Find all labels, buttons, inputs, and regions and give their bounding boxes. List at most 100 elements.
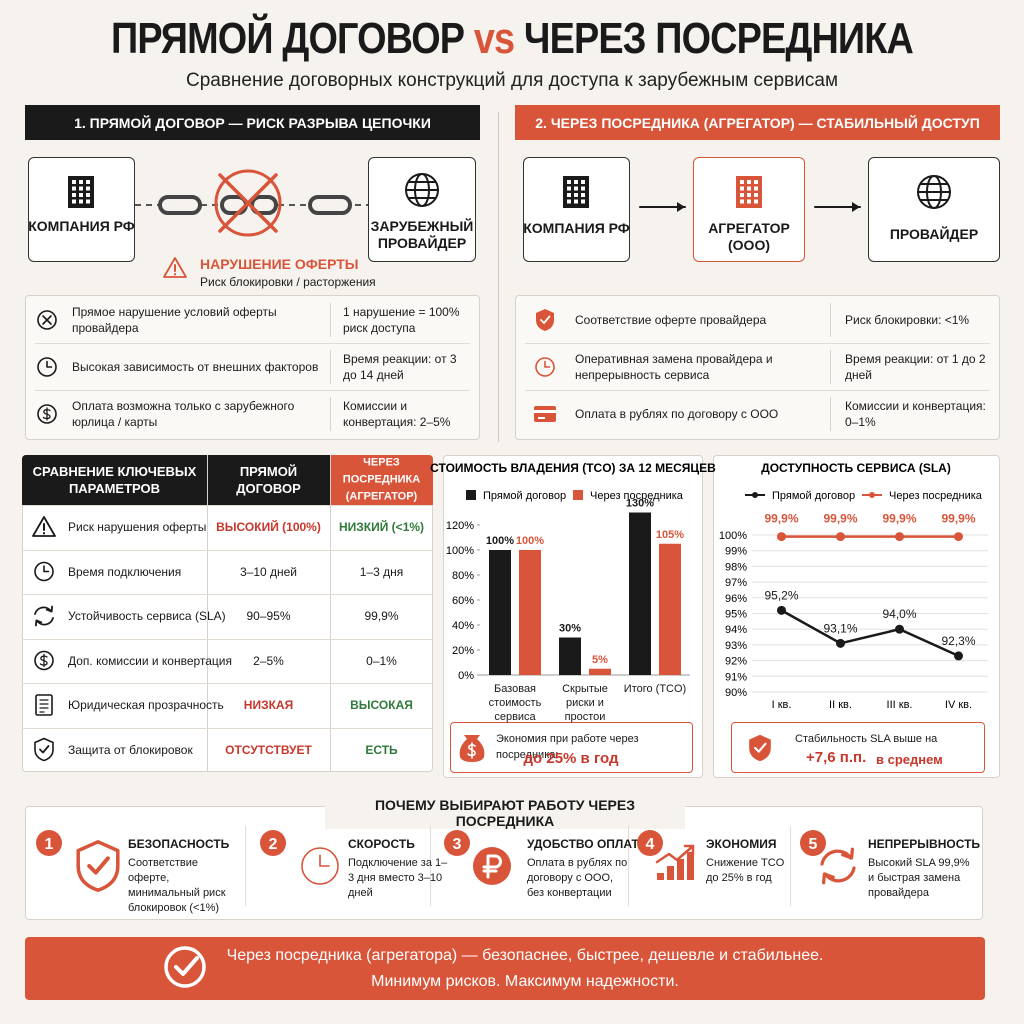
item-text: Прямое нарушение условий оферты провайде… [72,305,277,335]
row-divider [35,390,470,391]
node-label: КОМПАНИЯ РФ [28,218,135,234]
x-tick-label: Скрытые риски и простои [562,683,608,723]
right-items-panel [515,295,1000,440]
reason-text: Снижение TCO до 25% в год [706,857,785,884]
table-header-cell: ЧЕРЕЗ ПОСРЕДНИКА (АГРЕГАТОР) [342,456,421,503]
tco-note-text: Экономия при работе через посредника: [496,733,639,761]
row-divider [22,727,433,729]
row-divider [22,505,433,506]
item-metric: Время реакции: от 1 до 2 дней [845,352,986,382]
table-cell: ВЫСОКАЯ [350,698,413,712]
sla-note-text: Стабильность SLA выше на [795,733,938,745]
item-text: Оплата возможна только с зарубежного юрл… [72,399,295,429]
col-divider [330,303,331,337]
sla-note-value: +7,6 п.п. [806,749,867,766]
left-heading: 1. ПРЯМОЙ ДОГОВОР — РИСК РАЗРЫВА ЦЕПОЧКИ [25,105,480,140]
col-divider [790,826,791,906]
right-heading: 2. ЧЕРЕЗ ПОСРЕДНИКА (АГРЕГАТОР) — СТАБИЛ… [515,105,1000,140]
table-cell: Риск нарушения оферты [68,520,207,534]
node-box [693,157,805,262]
item-text: Оплата в рублях по договору с ООО [575,407,779,421]
reason-title: НЕПРЕРЫВНОСТЬ [868,837,981,851]
col-divider [330,350,331,384]
title-part: ЧЕРЕЗ ПОСРЕДНИКА [523,14,914,63]
node-label: ЗАРУБЕЖНЫЙ ПРОВАЙДЕР [370,218,474,251]
table-cell: Доп. комиссии и конвертация [68,653,233,668]
col-divider [830,397,831,431]
footer-line: Через посредника (агрегатора) — безопасн… [226,947,824,964]
table-cell: ВЫСОКИЙ (100%) [216,520,321,534]
reason-text: Подключение за 1–3 дня вместо 3–10 дней [348,857,448,899]
item-metric: Комиссии и конвертация: 0–1% [845,399,986,429]
node-box [28,157,135,262]
item-metric: Время реакции: от 3 до 14 дней [343,352,457,382]
warning-text: Риск блокировки / расторжения [200,275,376,289]
reason-text: Оплата в рублях по договору с ООО, без к… [527,857,628,899]
table-cell: 0–1% [366,653,397,668]
table-head [330,455,433,505]
table-cell: Юридическая прозрачность [68,698,224,712]
table-cell: 90–95% [246,609,291,623]
sla-note-suffix: в среднем [876,752,943,767]
reason-title: СКОРОСТЬ [348,837,415,851]
node-box [523,157,630,262]
table-cell: ЕСТЬ [365,742,398,757]
reason-title: УДОБСТВО ОПЛАТЫ [527,837,651,851]
left-items-panel [25,295,480,440]
item-text: Высокая зависимость от внешних факторов [72,360,319,374]
row-divider [22,638,433,640]
col-divider [330,397,331,431]
footer-line: Минимум рисков. Максимум надежности. [371,973,679,990]
node-label: АГРЕГАТОР (ООО) [708,220,790,253]
reason-text: Соответствие оферте, минимальный риск бл… [128,857,226,914]
col-divider [330,455,331,772]
chain-link [250,195,278,215]
tco-note-value: до 25% в год [523,750,619,767]
divider [498,112,499,442]
item-metric: 1 нарушение = 100% риск доступа [343,305,460,335]
table-cell: Время подключения [68,564,182,579]
table-header-cell: ПРЯМОЙ ДОГОВОР [236,464,301,496]
col-divider [430,826,431,906]
reasons-title: ПОЧЕМУ ВЫБИРАЮТ РАБОТУ ЧЕРЕЗ ПОСРЕДНИКА [325,797,685,829]
chain-link [158,195,202,215]
row-divider [35,343,470,344]
table-head [22,455,330,505]
table-cell: 1–3 дня [359,564,404,579]
row-divider [525,343,990,344]
title-vs: vs [473,14,515,63]
break-mark [214,169,282,237]
chain-link [308,195,352,215]
x-tick-label: Итого (TCO) [623,683,687,695]
item-text: Оперативная замена провайдера и непрерыв… [575,352,773,382]
table-panel [22,455,433,772]
item-metric: Риск блокировки: <1% [845,313,970,327]
table-cell: 3–10 дней [239,564,298,579]
warning-title: НАРУШЕНИЕ ОФЕРТЫ [200,256,359,272]
node-label: ПРОВАЙДЕР [889,226,979,242]
table-cell: Защита от блокировок [68,742,193,757]
reason-text: Высокий SLA 99,9% и быстрая замена прова… [868,857,970,899]
row-divider [22,594,433,595]
row-divider [525,390,990,391]
tco-note [450,722,693,773]
item-text: Соответствие оферте провайдера [575,313,767,327]
col-divider [830,303,831,337]
icon [852,202,860,212]
title-part: ПРЯМОЙ ДОГОВОР [111,14,465,63]
table-cell: ОТСУТСТВУЕТ [225,742,312,757]
subtitle: Сравнение договорных конструкций для дос… [185,70,839,91]
x-tick-label: Базовая стоимость сервиса [488,683,542,723]
col-divider [207,455,208,772]
table-cell: НИЗКАЯ [243,698,294,712]
node-label: КОМПАНИЯ РФ [523,220,630,236]
col-divider [830,350,831,384]
sla-note [731,722,985,773]
break-mark [218,173,278,233]
col-divider [628,826,629,906]
table-cell: НИЗКИЙ (<1%) [338,520,425,534]
col-divider [245,826,246,906]
reason-title: БЕЗОПАСНОСТЬ [128,837,230,851]
table-cell: 99,9% [364,609,399,623]
